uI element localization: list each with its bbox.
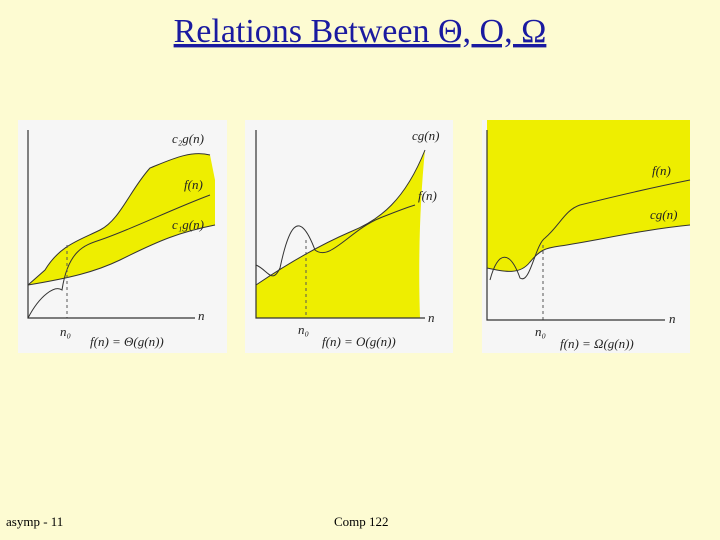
axes [255,130,425,319]
n0-label: n₀ [298,322,309,337]
label: c₁g(n) [172,217,204,232]
omega-panel: f(n) cg(n) n n₀ f(n) = Ω(g(n)) [482,120,691,353]
axes [486,130,665,321]
label: f(n) [418,188,437,203]
f-curve [255,204,416,277]
region [28,153,215,285]
axes [27,130,195,319]
cg-curve [255,149,426,286]
f-curve [489,179,691,281]
region [256,150,425,318]
axis-label: n [428,310,435,325]
region [487,120,690,272]
n0-label: n₀ [60,324,71,339]
theta-panel: c₂g(n) f(n) c₁g(n) n n₀ f(n) = Θ(g(n)) [18,120,227,353]
slide-title: Relations Between Θ, O, Ω [174,13,547,50]
label: f(n) [652,163,671,178]
n0-label: n₀ [535,324,546,339]
footer-center: Comp 122 [334,514,389,529]
axis-label: n [669,311,676,326]
label: cg(n) [412,128,439,143]
formula: f(n) = O(g(n)) [322,334,396,349]
label: f(n) [184,177,203,192]
label: cg(n) [650,207,677,222]
f-curve [27,194,211,319]
lower-curve [27,224,216,286]
cg-curve [486,224,691,272]
formula: f(n) = Θ(g(n)) [90,334,164,349]
axis-label: n [198,308,205,323]
footer-left: asymp - 11 [6,514,63,529]
label: c₂g(n) [172,131,204,146]
formula: f(n) = Ω(g(n)) [560,336,634,351]
o-panel: cg(n) f(n) n n₀ f(n) = O(g(n)) [245,120,453,353]
